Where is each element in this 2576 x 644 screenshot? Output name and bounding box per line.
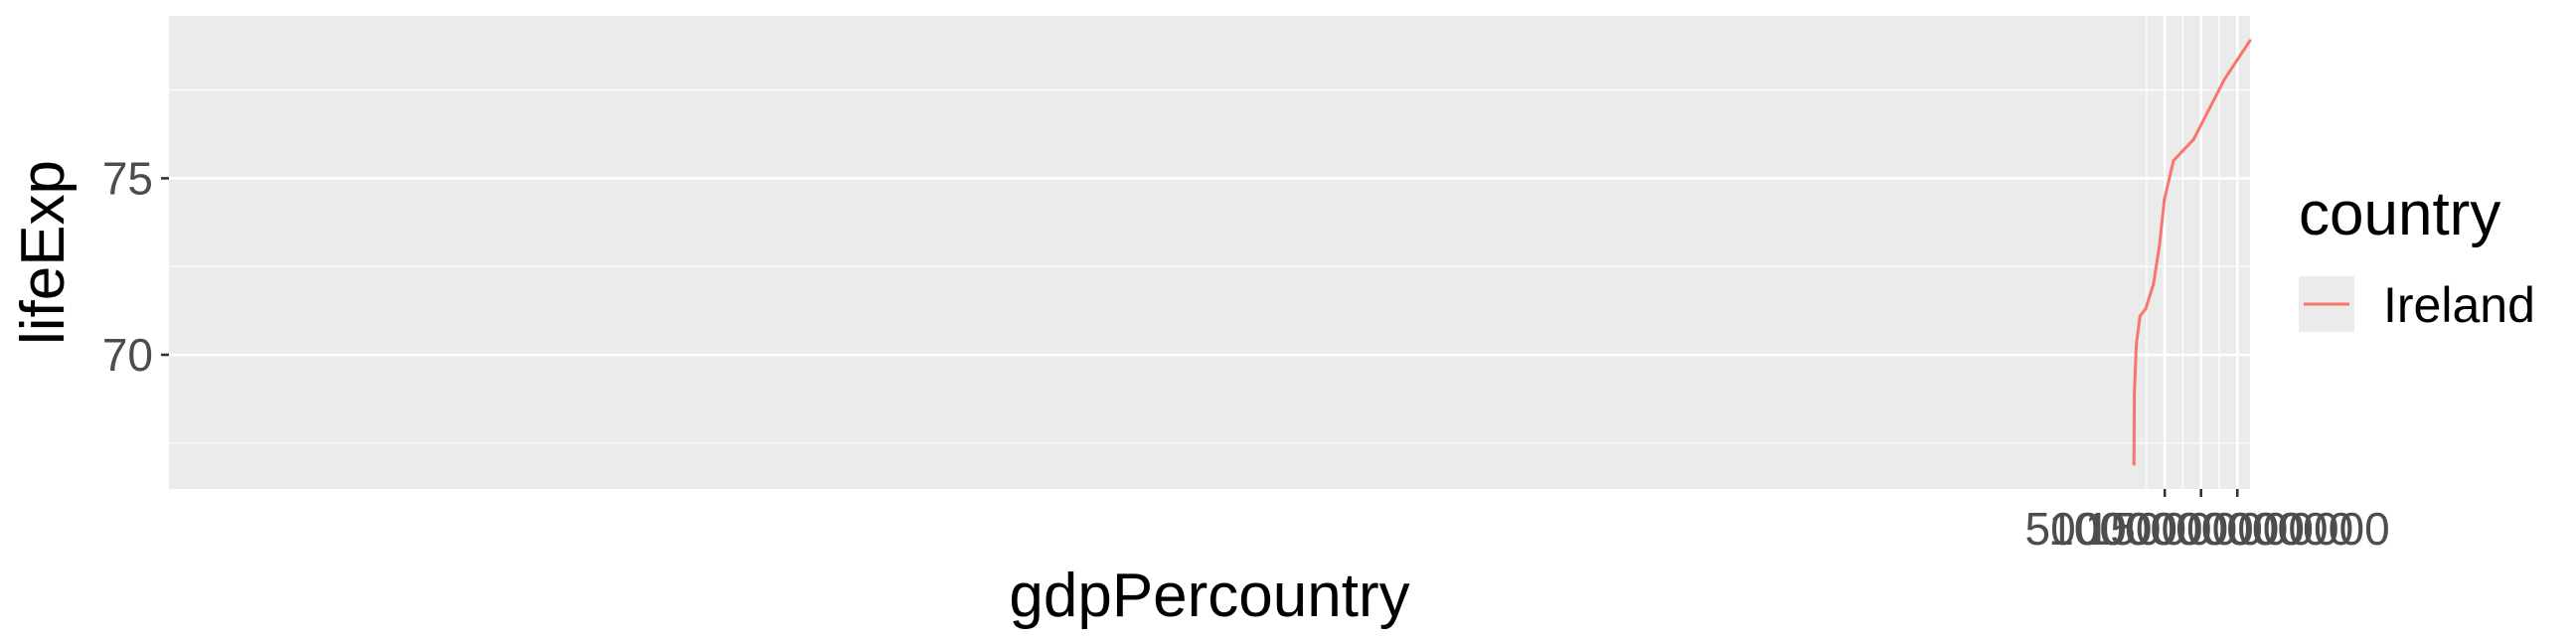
data-point-ireland xyxy=(2152,282,2156,286)
series-line-ireland xyxy=(2132,40,2252,465)
data-point-ireland xyxy=(2138,314,2142,318)
data-point-ireland xyxy=(2172,159,2175,163)
plot-panel xyxy=(169,16,2250,489)
legend-title: country xyxy=(2299,180,2500,248)
legend-label-ireland: Ireland xyxy=(2383,277,2535,333)
data-point-ireland xyxy=(2222,78,2226,81)
data-point-ireland xyxy=(2248,39,2252,43)
data-point-ireland xyxy=(2191,137,2195,141)
major-grid xyxy=(169,16,2250,489)
y-axis: 70 75 xyxy=(102,152,169,381)
data-point-ireland xyxy=(2158,243,2162,247)
x-tick-label: 100000000000 xyxy=(2048,503,2353,555)
data-point-ireland xyxy=(2133,392,2137,396)
minor-grid xyxy=(169,16,2250,489)
series-layer xyxy=(2132,39,2252,466)
data-point-ireland xyxy=(2135,342,2139,346)
y-axis-title: lifeExp xyxy=(9,160,78,345)
x-axis-title: gdpPercountry xyxy=(1009,562,1409,630)
data-point-ireland xyxy=(2132,462,2136,466)
x-tick-label: 50000000000 xyxy=(2024,503,2304,555)
legend: country Ireland xyxy=(2299,180,2535,333)
x-tick-label: 150000000000 xyxy=(2085,503,2390,555)
y-tick-label: 75 xyxy=(102,152,153,204)
data-point-ireland xyxy=(2163,198,2167,202)
y-tick-label: 70 xyxy=(102,329,153,381)
data-point-ireland xyxy=(2144,307,2148,311)
